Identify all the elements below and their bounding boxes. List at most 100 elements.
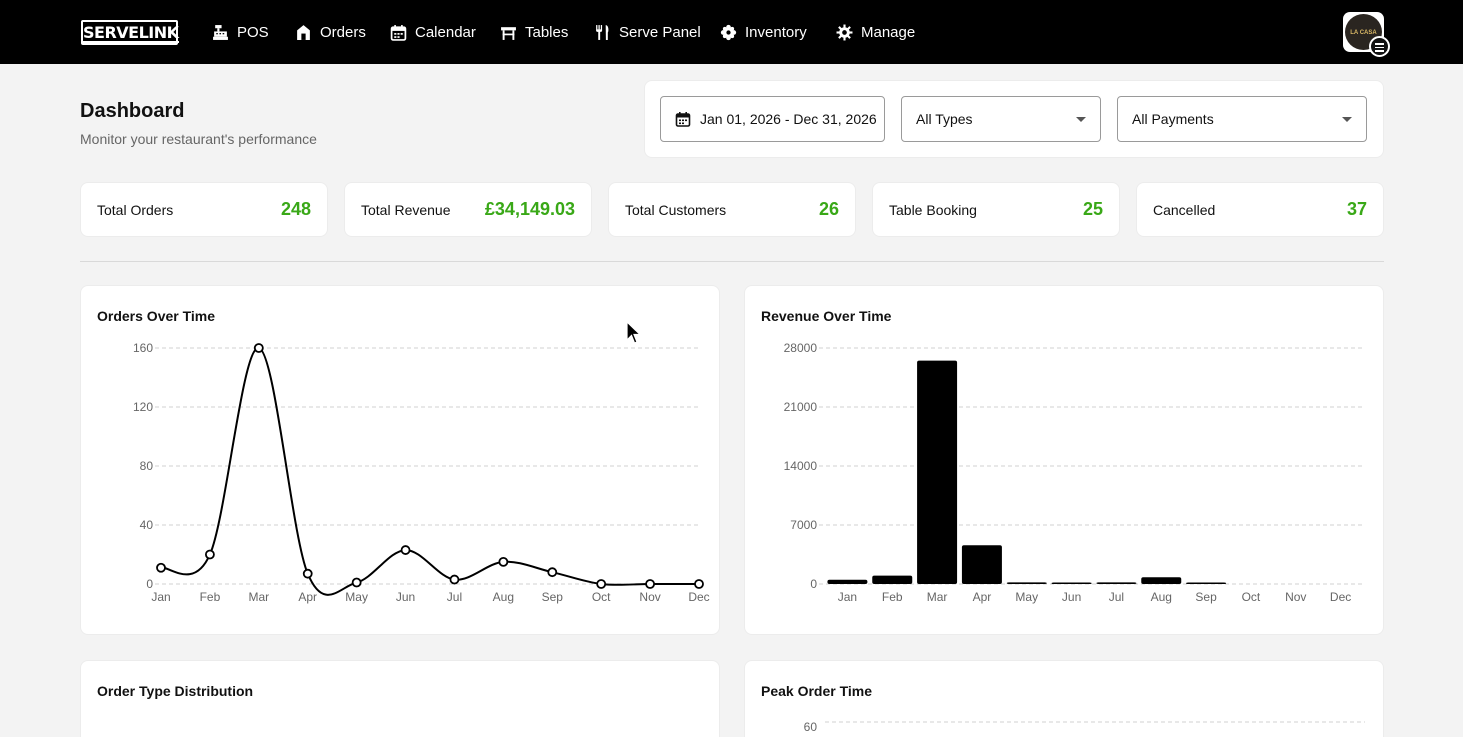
hamburger-menu-icon[interactable] bbox=[1369, 36, 1390, 57]
orders-series-line bbox=[160, 347, 699, 596]
revenue-bar bbox=[1186, 582, 1227, 584]
x-tick-label: Oct bbox=[592, 590, 611, 604]
y-tick-label: 7000 bbox=[790, 518, 817, 532]
date-range-picker[interactable]: Jan 01, 2026 - Dec 31, 2026 bbox=[660, 96, 885, 142]
peak-order-time-card: Peak Order Time 60 bbox=[744, 660, 1384, 737]
order-type-distribution-card: Order Type Distribution bbox=[80, 660, 720, 737]
stat-label: Total Revenue bbox=[361, 201, 451, 218]
stat-label: Total Customers bbox=[625, 201, 727, 218]
store-icon bbox=[297, 24, 310, 40]
data-point bbox=[449, 574, 460, 585]
x-tick-label: Feb bbox=[200, 590, 221, 604]
stat-value: 26 bbox=[818, 199, 839, 219]
servelink-logo[interactable]: SERVELINK bbox=[81, 20, 179, 45]
x-tick-label: Dec bbox=[688, 590, 709, 604]
card-title: Peak Order Time bbox=[761, 683, 873, 699]
utensils-icon bbox=[596, 24, 609, 40]
nav-label-pos: POS bbox=[237, 23, 269, 41]
x-tick-label: Jan bbox=[838, 590, 857, 604]
revenue-bar bbox=[1006, 582, 1047, 584]
cash-register-icon bbox=[213, 24, 228, 40]
x-tick-label: Apr bbox=[298, 590, 317, 604]
nav-item-orders[interactable]: Orders bbox=[295, 20, 366, 44]
page-subtitle: Monitor your restaurant's performance bbox=[80, 131, 317, 147]
x-tick-label: Feb bbox=[882, 590, 903, 604]
table-icon bbox=[501, 26, 516, 40]
x-tick-label: Sep bbox=[542, 590, 564, 604]
revenue-bar bbox=[1096, 582, 1137, 584]
stat-value: 37 bbox=[1346, 199, 1367, 219]
x-tick-label: Dec bbox=[1330, 590, 1351, 604]
y-tick-label: 0 bbox=[810, 577, 817, 591]
revenue-over-time-card: Revenue Over Time 0 7000 14000 21000 28000 Ja… bbox=[744, 285, 1384, 635]
nav-label-manage: Manage bbox=[861, 23, 916, 41]
y-tick-label: 160 bbox=[133, 341, 153, 355]
y-tick-label: 28000 bbox=[784, 341, 818, 355]
y-tick-label: 0 bbox=[146, 577, 153, 591]
revenue-bar bbox=[872, 575, 913, 584]
nav-label-orders: Orders bbox=[320, 23, 366, 41]
data-point bbox=[253, 343, 264, 353]
x-tick-label: May bbox=[1015, 590, 1038, 604]
x-tick-label: Nov bbox=[1285, 590, 1306, 604]
data-point bbox=[547, 567, 558, 578]
x-tick-label: Mar bbox=[927, 590, 948, 604]
revenue-bar-chart: 0 7000 14000 21000 28000 Jan Feb Mar Apr May Jun Ju… bbox=[784, 341, 1365, 604]
x-tick-label: Jul bbox=[1109, 590, 1124, 604]
card-title: Orders Over Time bbox=[97, 308, 216, 324]
cogs-icon bbox=[720, 24, 737, 40]
nav-item-serve-panel[interactable]: Serve Panel bbox=[594, 20, 701, 44]
card-title: Order Type Distribution bbox=[97, 683, 254, 699]
stat-label: Total Orders bbox=[97, 201, 174, 218]
stat-value: 25 bbox=[1082, 199, 1103, 219]
data-point bbox=[205, 549, 215, 560]
data-point bbox=[351, 577, 362, 588]
x-tick-label: Jun bbox=[1062, 590, 1081, 604]
y-tick-label: 40 bbox=[140, 518, 154, 532]
y-tick-label: 21000 bbox=[784, 400, 818, 414]
data-point bbox=[400, 545, 411, 555]
page-title: Dashboard bbox=[80, 100, 185, 122]
data-point bbox=[596, 579, 607, 589]
nav-item-pos[interactable]: POS bbox=[212, 20, 269, 44]
stat-value: 248 bbox=[280, 199, 311, 219]
payment-value: All Payments bbox=[1132, 111, 1214, 127]
x-tick-label: Nov bbox=[639, 590, 660, 604]
x-tick-label: May bbox=[345, 590, 368, 604]
data-point bbox=[645, 579, 655, 589]
nav-item-calendar[interactable]: Calendar bbox=[390, 20, 476, 44]
calendar-icon bbox=[390, 24, 407, 41]
x-tick-label: Sep bbox=[1195, 590, 1217, 604]
revenue-bar bbox=[827, 579, 868, 584]
x-tick-label: Aug bbox=[1151, 590, 1172, 604]
user-avatar[interactable]: LA CASA bbox=[1343, 12, 1390, 57]
payment-select[interactable]: All Payments bbox=[1117, 96, 1367, 142]
gear-icon bbox=[836, 24, 853, 40]
revenue-bar bbox=[917, 360, 958, 584]
y-tick-label: 80 bbox=[140, 459, 154, 473]
orders-over-time-card: Orders Over Time 0 40 80 120 160 Jan Feb Mar Apr… bbox=[80, 285, 720, 635]
nav-item-manage[interactable]: Manage bbox=[836, 20, 915, 44]
nav-item-tables[interactable]: Tables bbox=[500, 20, 568, 44]
x-tick-label: Jul bbox=[447, 590, 462, 604]
section-divider bbox=[80, 261, 1384, 262]
x-tick-label: Jun bbox=[396, 590, 415, 604]
x-tick-label: Jan bbox=[151, 590, 170, 604]
nav-item-inventory[interactable]: Inventory bbox=[720, 20, 807, 44]
stat-value: £34,149.03 bbox=[484, 199, 575, 219]
data-point bbox=[694, 579, 704, 589]
nav-label-tables: Tables bbox=[525, 23, 569, 41]
order-type-value: All Types bbox=[916, 111, 973, 127]
revenue-bar bbox=[1141, 577, 1182, 584]
date-range-text: Jan 01, 2026 - Dec 31, 2026 bbox=[700, 111, 877, 127]
orders-line-chart: 0 40 80 120 160 Jan Feb Mar Apr May Jun Jul Aug Sep Oc… bbox=[133, 341, 710, 604]
data-point bbox=[156, 562, 166, 573]
y-tick-label: 60 bbox=[804, 720, 818, 734]
x-tick-label: Apr bbox=[973, 590, 992, 604]
peak-order-chart: 60 bbox=[804, 720, 1365, 734]
revenue-bar bbox=[1051, 582, 1092, 584]
order-type-select[interactable]: All Types bbox=[901, 96, 1101, 142]
stat-card-table-booking: Table Booking 25 bbox=[872, 182, 1120, 237]
x-tick-label: Aug bbox=[493, 590, 514, 604]
stat-card-total-orders: Total Orders 248 bbox=[80, 182, 328, 237]
